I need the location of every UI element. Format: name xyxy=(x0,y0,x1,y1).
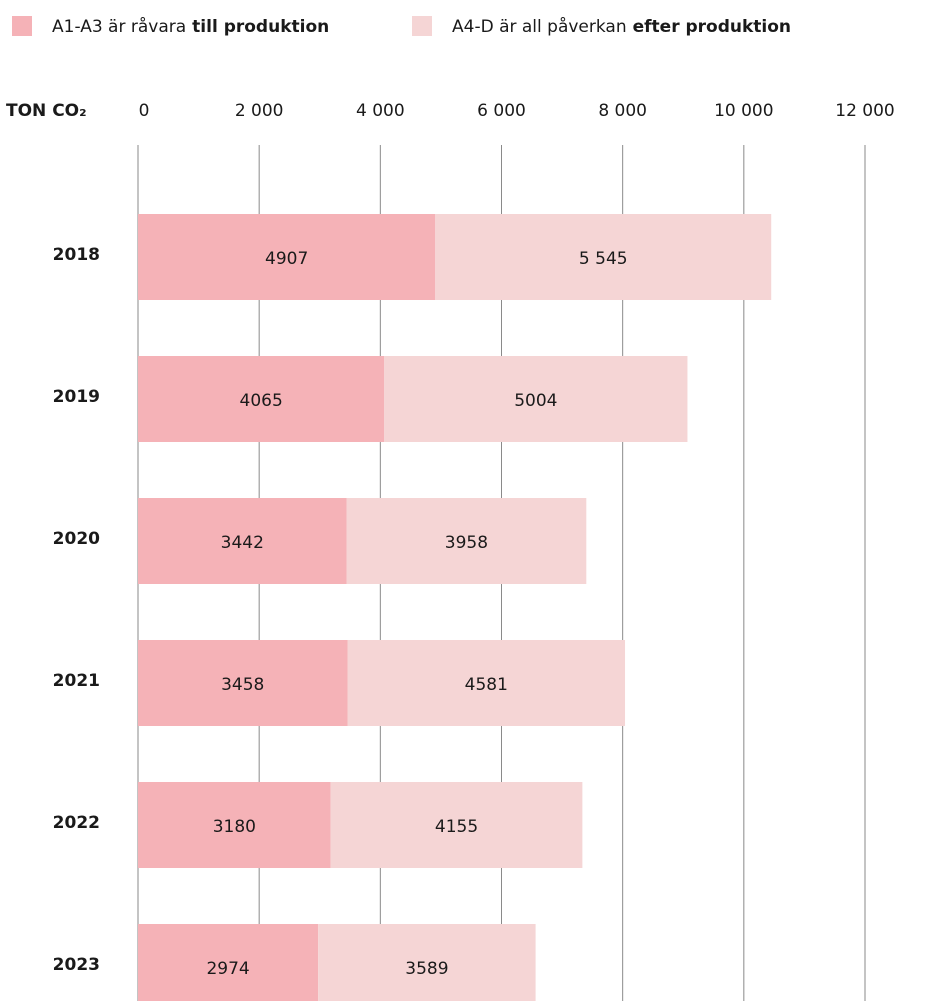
x-tick-label: 4 000 xyxy=(356,101,405,121)
value-label: 4155 xyxy=(435,817,478,837)
legend-label: A4-D är all påverkan efter produktion xyxy=(452,16,791,37)
y-tick-label: 2022 xyxy=(53,813,100,833)
bar-segment xyxy=(330,782,583,868)
bar-segment xyxy=(384,356,688,442)
legend-swatch xyxy=(12,16,32,36)
y-tick-label: 2018 xyxy=(53,245,100,265)
value-label: 3180 xyxy=(213,817,256,837)
value-label: 5004 xyxy=(514,391,557,411)
value-label: 3442 xyxy=(221,533,264,553)
y-tick-label: 2020 xyxy=(53,529,100,549)
axis-label: TON CO₂ xyxy=(6,101,87,121)
value-label: 5 545 xyxy=(579,249,628,269)
x-tick-label: 2 000 xyxy=(235,101,284,121)
value-label: 4581 xyxy=(465,675,508,695)
y-tick-label: 2021 xyxy=(53,671,100,691)
bar-segment xyxy=(138,214,436,300)
legend-text: A1-A3 är råvara xyxy=(52,16,186,37)
bar-segment xyxy=(138,356,385,442)
bar-segment xyxy=(138,498,347,584)
legend-label: A1-A3 är råvara till produktion xyxy=(52,16,329,37)
x-tick-label: 10 000 xyxy=(714,101,773,121)
legend-swatch xyxy=(412,16,432,36)
y-tick-label: 2019 xyxy=(53,387,100,407)
x-tick-label: 0 xyxy=(139,101,150,121)
x-tick-label: 8 000 xyxy=(598,101,647,121)
value-label: 3458 xyxy=(221,675,264,695)
bar-segment xyxy=(138,640,348,726)
value-label: 4907 xyxy=(265,249,308,269)
value-label: 3589 xyxy=(405,959,448,979)
value-label: 2974 xyxy=(206,959,249,979)
y-tick-label: 2023 xyxy=(53,955,100,975)
x-tick-label: 6 000 xyxy=(477,101,526,121)
bar-segment xyxy=(435,214,772,300)
bar-segment xyxy=(347,640,626,726)
legend-text-bold: till produktion xyxy=(192,17,329,37)
legend-text-bold: efter produktion xyxy=(633,17,791,37)
x-tick-label: 12 000 xyxy=(835,101,894,121)
value-label: 4065 xyxy=(240,391,283,411)
bar-segment xyxy=(318,924,536,1001)
bar-segment xyxy=(138,782,331,868)
bar-segment xyxy=(138,924,319,1001)
bar-segment xyxy=(346,498,587,584)
value-label: 3958 xyxy=(445,533,488,553)
legend-text: A4-D är all påverkan xyxy=(452,16,627,37)
